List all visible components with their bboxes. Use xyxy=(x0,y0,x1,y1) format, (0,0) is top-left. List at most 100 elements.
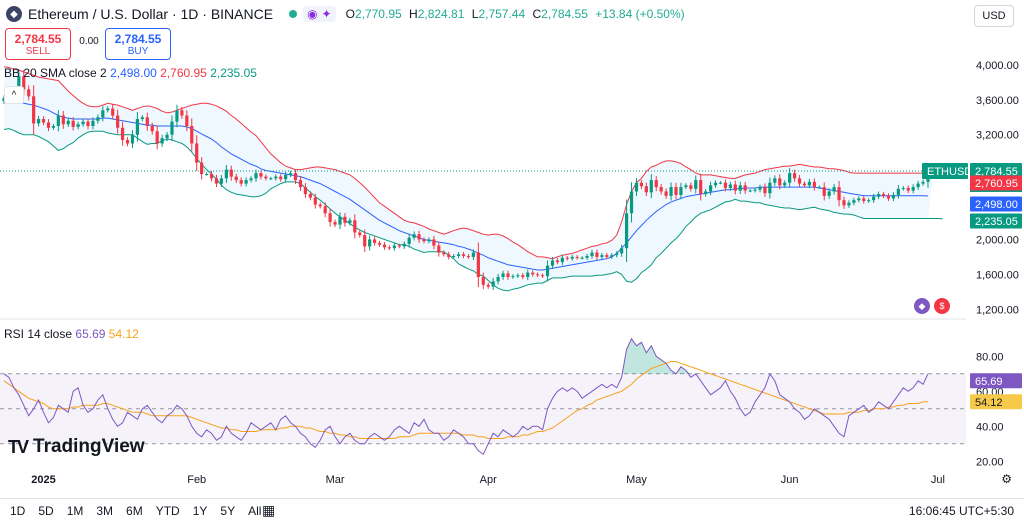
time-tick-label: Feb xyxy=(187,474,206,486)
share-icon[interactable]: ✦ xyxy=(321,7,332,21)
candle-body xyxy=(155,131,159,144)
header-icon-group[interactable]: ◉ ✦ xyxy=(303,6,336,22)
price-chart[interactable]: 4,000.00 3,600.00 3,200.00 2,000.00 1,600.00… xyxy=(0,0,1024,498)
range-5y[interactable]: 5Y xyxy=(220,504,236,518)
candle-body xyxy=(773,178,777,183)
candle-body xyxy=(343,216,347,223)
range-1d[interactable]: 1D xyxy=(10,504,26,518)
candle-body xyxy=(872,196,876,201)
buy-button[interactable]: 2,784.55 BUY xyxy=(105,28,171,60)
bb-lower-badge-bg xyxy=(970,213,1022,229)
time-tick-label: Jun xyxy=(781,474,799,486)
tradingview-logo[interactable]: TV TradingView xyxy=(8,436,145,458)
candle-body xyxy=(288,173,293,175)
candle-body xyxy=(867,200,871,202)
range-1y[interactable]: 1Y xyxy=(192,504,208,518)
candle-body xyxy=(135,119,140,135)
time-axis[interactable]: 2025 Feb Mar Apr May Jun Jul xyxy=(31,474,945,486)
rsi-tick-label: 20.00 xyxy=(976,456,1004,468)
candle-body xyxy=(679,187,683,195)
candle-body xyxy=(407,237,411,244)
eye-icon[interactable]: ◉ xyxy=(307,7,318,21)
candle-body xyxy=(896,188,900,195)
candle-body xyxy=(239,180,243,184)
candle-body xyxy=(886,195,891,199)
candle-body xyxy=(689,185,693,189)
time-tick-label: Jul xyxy=(931,474,945,486)
candle-body xyxy=(244,180,248,184)
rsi-overbought-fill xyxy=(636,342,642,374)
time-tick-label: Apr xyxy=(480,474,497,486)
candle-body xyxy=(516,275,520,277)
range-ytd[interactable]: YTD xyxy=(155,504,180,518)
candle-body xyxy=(540,275,545,277)
price-tick-label: 1,600.00 xyxy=(976,269,1019,281)
candle-body xyxy=(209,174,214,179)
candle-body xyxy=(432,239,436,246)
bb-legend[interactable]: BB 20 SMA close 2 2,498.00 2,760.95 2,23… xyxy=(4,66,257,80)
candle-body xyxy=(595,252,599,257)
pair-icons[interactable]: ◆ $ xyxy=(914,298,950,314)
candle-body xyxy=(313,197,317,205)
high-value: 2,824.81 xyxy=(417,7,465,21)
candle-body xyxy=(116,115,120,128)
candle-body xyxy=(822,187,826,196)
collapse-legend-icon[interactable]: ^ xyxy=(4,86,24,104)
rsi-pane xyxy=(0,337,966,456)
range-3m[interactable]: 3M xyxy=(96,504,114,518)
symbol-header: ◆ Ethereum / U.S. Dollar · 1D · BINANCE … xyxy=(6,4,689,24)
range-6m[interactable]: 6M xyxy=(126,504,143,518)
ethereum-logo-icon: ◆ xyxy=(6,6,22,22)
candle-body xyxy=(797,178,802,184)
rsi-legend[interactable]: RSI 14 close 65.69 54.12 xyxy=(4,327,139,341)
candle-body xyxy=(170,121,174,135)
bollinger-upper-line xyxy=(3,66,933,260)
bb-legend-name: BB 20 SMA close 2 xyxy=(4,66,107,80)
candle-body xyxy=(175,110,179,122)
candle-body xyxy=(536,274,540,276)
candle-body xyxy=(600,255,604,257)
candle-body xyxy=(758,187,762,190)
rsi-ma-legend-value: 54.12 xyxy=(108,327,139,341)
candle-body xyxy=(674,187,678,195)
spread-value: 0.00 xyxy=(79,36,99,47)
candle-body xyxy=(664,191,668,196)
range-5d[interactable]: 5D xyxy=(38,504,54,518)
candle-body xyxy=(185,115,189,126)
candle-body xyxy=(624,213,629,249)
candle-body xyxy=(392,245,396,249)
candle-body xyxy=(259,173,263,177)
symbol-title[interactable]: Ethereum / U.S. Dollar · 1D · BINANCE xyxy=(28,6,274,22)
calendar-icon[interactable]: ▦ xyxy=(262,502,276,518)
candle-body xyxy=(422,239,426,242)
price-axis[interactable]: 4,000.00 3,600.00 3,200.00 2,000.00 1,600.00… xyxy=(976,60,1019,316)
candle-body xyxy=(921,181,925,184)
range-1m[interactable]: 1M xyxy=(66,504,84,518)
candle-body xyxy=(718,182,723,184)
candle-body xyxy=(106,108,110,111)
settings-gear-icon[interactable]: ⚙ xyxy=(1001,472,1012,486)
candle-body xyxy=(160,138,164,144)
candle-body xyxy=(447,254,451,257)
bb-basis-badge: 2,498.00 xyxy=(970,196,1022,212)
bb-lower-badge-text: 2,235.05 xyxy=(975,216,1018,228)
candle-body xyxy=(358,232,362,236)
candle-body xyxy=(377,242,382,245)
candle-body xyxy=(437,245,441,253)
candle-body xyxy=(743,185,747,191)
candle-body xyxy=(881,194,886,196)
range-all[interactable]: All xyxy=(248,504,262,518)
rsi-overbought-fill xyxy=(656,356,662,374)
time-tick-label: 2025 xyxy=(31,474,55,486)
candle-body xyxy=(200,162,204,174)
candle-body xyxy=(333,222,337,225)
candle-body xyxy=(842,200,846,206)
candle-body xyxy=(585,256,589,258)
candle-body xyxy=(704,191,708,195)
currency-selector[interactable]: USD xyxy=(974,5,1014,27)
market-status-dot xyxy=(289,10,298,18)
bb-upper-value: 2,760.95 xyxy=(160,66,207,80)
sell-button[interactable]: 2,784.55 SELL xyxy=(5,28,71,60)
bb-upper-badge-bg xyxy=(970,175,1022,191)
